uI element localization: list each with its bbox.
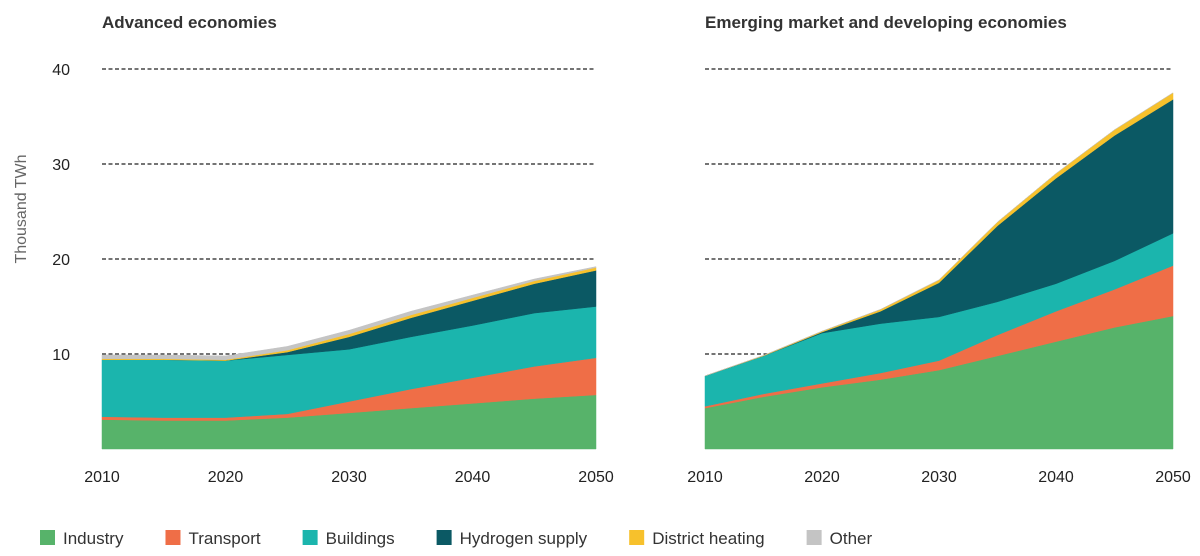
x-tick-label: 2010	[687, 469, 723, 486]
x-tick-label: 2040	[1038, 469, 1074, 486]
legend-label: Buildings	[326, 529, 395, 548]
x-tick-label: 2010	[84, 469, 120, 486]
x-tick-label: 2040	[455, 469, 491, 486]
legend-label: Other	[830, 529, 873, 548]
x-tick-label: 2050	[1155, 469, 1191, 486]
area	[704, 92, 1174, 377]
legend-swatch	[436, 530, 452, 545]
x-tick-label: 2030	[331, 469, 367, 486]
legend-label: District heating	[652, 529, 764, 548]
chart-title: Advanced economies	[102, 13, 277, 32]
x-tick-label: 2030	[921, 469, 957, 486]
y-axis-label: Thousand TWh	[13, 154, 30, 263]
x-tick-label: 2020	[208, 469, 244, 486]
legend-swatch	[806, 530, 822, 545]
legend-swatch	[302, 530, 318, 545]
legend-swatch	[629, 530, 645, 545]
legend-label: Industry	[63, 529, 124, 548]
legend-swatch	[165, 530, 181, 545]
y-tick-label: 20	[52, 252, 70, 269]
area	[101, 266, 597, 360]
legend-label: Transport	[188, 529, 260, 548]
y-tick-label: 30	[52, 157, 70, 174]
y-tick-label: 40	[52, 62, 70, 79]
legend-swatch	[40, 530, 55, 545]
x-tick-label: 2020	[804, 469, 840, 486]
y-tick-label: 10	[52, 347, 70, 364]
legend-label: Hydrogen supply	[460, 529, 588, 548]
x-tick-label: 2050	[578, 469, 614, 486]
chart-title: Emerging market and developing economies	[705, 13, 1067, 32]
